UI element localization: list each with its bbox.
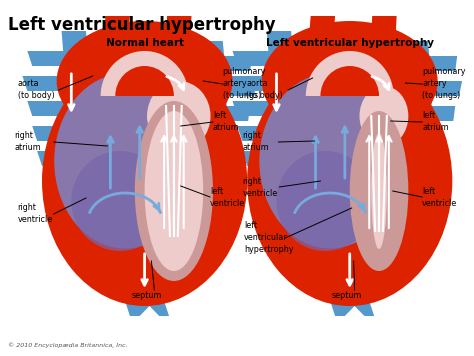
Ellipse shape <box>259 73 401 248</box>
Ellipse shape <box>350 111 408 271</box>
Text: atrium: atrium <box>422 124 449 132</box>
Polygon shape <box>306 16 335 81</box>
Text: left: left <box>210 187 223 195</box>
Polygon shape <box>397 41 433 181</box>
Text: ventricle: ventricle <box>18 215 53 225</box>
Text: right: right <box>18 204 36 213</box>
Text: ventricular: ventricular <box>244 234 288 242</box>
Ellipse shape <box>359 86 408 146</box>
Text: © 2010 Encyclopædia Britannica, Inc.: © 2010 Encyclopædia Britannica, Inc. <box>8 342 128 348</box>
Text: artery: artery <box>223 79 247 89</box>
Polygon shape <box>237 126 296 141</box>
Text: atrium: atrium <box>15 143 41 152</box>
Ellipse shape <box>276 151 374 251</box>
Ellipse shape <box>145 111 203 271</box>
Text: Left ventricular hypertrophy: Left ventricular hypertrophy <box>8 16 275 34</box>
Text: left: left <box>244 221 257 230</box>
Text: pulmonary: pulmonary <box>422 68 465 77</box>
Text: Left ventricular hypertrophy: Left ventricular hypertrophy <box>266 38 434 48</box>
Ellipse shape <box>135 101 213 281</box>
Text: pulmonary: pulmonary <box>223 68 266 77</box>
Ellipse shape <box>371 133 387 249</box>
Polygon shape <box>164 16 191 81</box>
Ellipse shape <box>57 21 233 141</box>
Text: left: left <box>213 111 226 120</box>
Text: ventricle: ventricle <box>210 199 245 208</box>
Polygon shape <box>233 101 296 116</box>
Text: left: left <box>422 111 435 120</box>
Text: left: left <box>422 187 435 195</box>
Polygon shape <box>228 76 296 91</box>
Text: right: right <box>242 131 261 141</box>
Text: (to lungs): (to lungs) <box>422 91 460 100</box>
Text: right: right <box>242 177 261 185</box>
Text: (to lungs): (to lungs) <box>223 91 261 100</box>
Ellipse shape <box>247 56 452 306</box>
Polygon shape <box>242 151 296 166</box>
Ellipse shape <box>147 81 210 151</box>
Text: right: right <box>15 131 34 141</box>
Text: septum: septum <box>332 292 362 300</box>
Polygon shape <box>193 106 250 121</box>
Polygon shape <box>399 81 462 96</box>
Text: ventricle: ventricle <box>242 188 277 198</box>
Wedge shape <box>306 51 394 96</box>
Polygon shape <box>193 81 257 96</box>
Polygon shape <box>32 126 91 141</box>
Ellipse shape <box>42 56 247 306</box>
Polygon shape <box>325 261 374 316</box>
Text: (to body): (to body) <box>246 91 283 100</box>
Polygon shape <box>100 16 130 81</box>
Text: atrium: atrium <box>242 143 269 152</box>
Wedge shape <box>320 66 379 96</box>
Polygon shape <box>22 76 91 91</box>
Text: hypertrophy: hypertrophy <box>244 246 294 255</box>
Polygon shape <box>369 16 397 81</box>
Polygon shape <box>233 51 296 66</box>
Polygon shape <box>399 56 457 71</box>
Text: atrium: atrium <box>213 124 240 132</box>
Polygon shape <box>262 31 301 221</box>
Text: aorta: aorta <box>18 79 39 89</box>
Text: septum: septum <box>131 292 162 300</box>
Text: artery: artery <box>422 79 447 89</box>
Polygon shape <box>191 41 228 181</box>
Polygon shape <box>27 51 91 66</box>
Text: ventricle: ventricle <box>422 199 457 208</box>
Polygon shape <box>57 31 96 221</box>
Polygon shape <box>120 261 169 316</box>
Wedge shape <box>100 51 189 96</box>
Ellipse shape <box>262 21 438 141</box>
Ellipse shape <box>54 73 196 248</box>
Ellipse shape <box>71 151 169 251</box>
Polygon shape <box>37 151 91 166</box>
Polygon shape <box>193 56 252 71</box>
Text: aorta: aorta <box>246 79 268 89</box>
Polygon shape <box>27 101 91 116</box>
Text: Normal heart: Normal heart <box>106 38 183 48</box>
Polygon shape <box>399 106 455 121</box>
Wedge shape <box>115 66 174 96</box>
Text: (to body): (to body) <box>18 91 55 100</box>
